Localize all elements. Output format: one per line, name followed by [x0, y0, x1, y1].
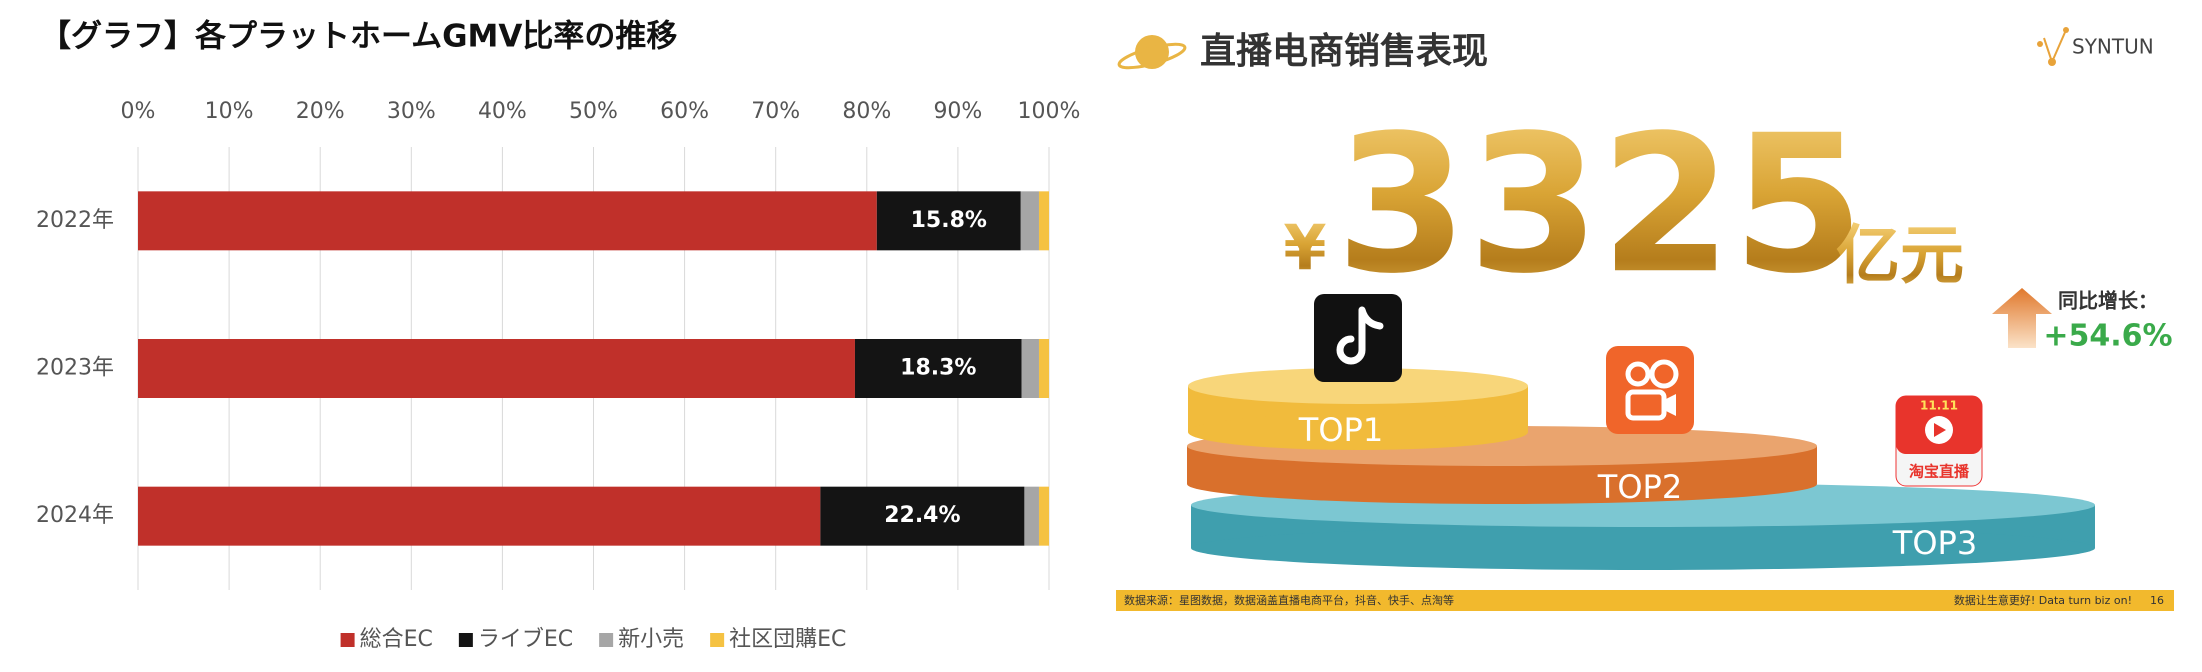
logo-text: SYNTUN	[2072, 35, 2154, 59]
bar-segment	[1021, 339, 1039, 398]
bar-segment	[876, 191, 1021, 251]
taobao-name: 淘宝直播	[1908, 463, 1970, 481]
kuaishou-shape	[1649, 359, 1679, 389]
footer-bar	[1116, 590, 2174, 611]
x-tick-label: 70%	[751, 99, 800, 124]
y-tick-label: 2022年	[36, 208, 114, 233]
footer-slogan: 数据让生意更好! Data turn biz on!	[1954, 593, 2132, 607]
kuaishou-shape	[1664, 394, 1676, 416]
platform-top	[1188, 368, 1528, 404]
x-tick-label: 40%	[478, 99, 527, 124]
growth-arrow	[1992, 288, 2052, 348]
x-tick-label: 30%	[387, 99, 436, 124]
amount: 3325	[1336, 94, 1865, 315]
growth-value: +54.6%	[2043, 319, 2172, 354]
logo: SYNTUN	[2037, 27, 2154, 66]
kuaishou-shape	[1625, 361, 1651, 387]
x-tick-label: 60%	[660, 99, 709, 124]
slide-title: 直播电商销售表现	[1200, 31, 1488, 72]
tier-label: TOP3	[1892, 524, 1977, 562]
legend-swatch	[340, 633, 355, 647]
y-tick-label: 2023年	[36, 356, 114, 381]
bar-segment	[138, 191, 877, 251]
douyin-icon	[1314, 294, 1402, 382]
x-tick-label: 50%	[569, 99, 618, 124]
bar-segment	[820, 486, 1025, 546]
legend-label: 新小売	[618, 627, 684, 652]
y-tick-label: 2024年	[36, 503, 114, 528]
x-tick-label: 0%	[121, 99, 156, 124]
legend-swatch	[710, 633, 725, 647]
tier-label: TOP2	[1597, 468, 1682, 506]
legend: 総合EC ライブEC 新小売 社区団購EC	[340, 627, 846, 652]
taobao-shape	[1934, 423, 1946, 437]
x-tick-label: 90%	[933, 99, 982, 124]
bar-segment	[1024, 486, 1039, 546]
bar-segment	[1038, 191, 1049, 251]
x-tick-label: 80%	[842, 99, 891, 124]
douyin-note	[1336, 306, 1384, 365]
legend-label: 社区団購EC	[729, 627, 846, 652]
x-tick-label: 20%	[296, 99, 345, 124]
growth-label: 同比增长：	[2058, 289, 2158, 313]
bar-segment	[138, 486, 821, 546]
legend-swatch	[458, 633, 473, 647]
currency: ¥	[1283, 211, 1326, 284]
footer-source: 数据来源：星图数据，数据涵盖直播电商平台，抖音、快手、点淘等	[1124, 593, 1454, 607]
page-number: 16	[2150, 594, 2164, 607]
legend-swatch	[599, 633, 614, 647]
bar-segment	[854, 339, 1022, 398]
tier-label: TOP1	[1298, 411, 1383, 449]
legend-label: 総合EC	[360, 627, 433, 652]
slide: 直播电商销售表现 SYNTUN ¥ 3325 亿元 同比增长： +54.6% T…	[1116, 27, 2174, 611]
x-tick-label: 100%	[1018, 99, 1081, 124]
x-tick-label: 10%	[205, 99, 254, 124]
data-label: 18.3%	[900, 356, 976, 381]
unit: 亿元	[1836, 220, 1964, 294]
bar-segment	[1038, 339, 1049, 398]
platform-bottom	[1188, 414, 1528, 450]
chart-title: 【グラフ】各プラットホームGMV比率の推移	[40, 19, 677, 55]
planet-ring	[1117, 42, 1187, 70]
chart: 【グラフ】各プラットホームGMV比率の推移 0% 10% 20% 30% 40% 50% 6…	[36, 19, 1080, 653]
bar-segment	[1020, 191, 1039, 251]
platform-bottom	[1187, 464, 1817, 504]
platform-bottom	[1191, 526, 2095, 570]
taobao-badge: 11.11	[1920, 399, 1958, 413]
data-label: 15.8%	[911, 208, 987, 233]
bar-segment	[1038, 486, 1049, 546]
data-label: 22.4%	[884, 503, 960, 528]
legend-label: ライブEC	[478, 627, 573, 652]
bar-segment	[138, 339, 855, 398]
